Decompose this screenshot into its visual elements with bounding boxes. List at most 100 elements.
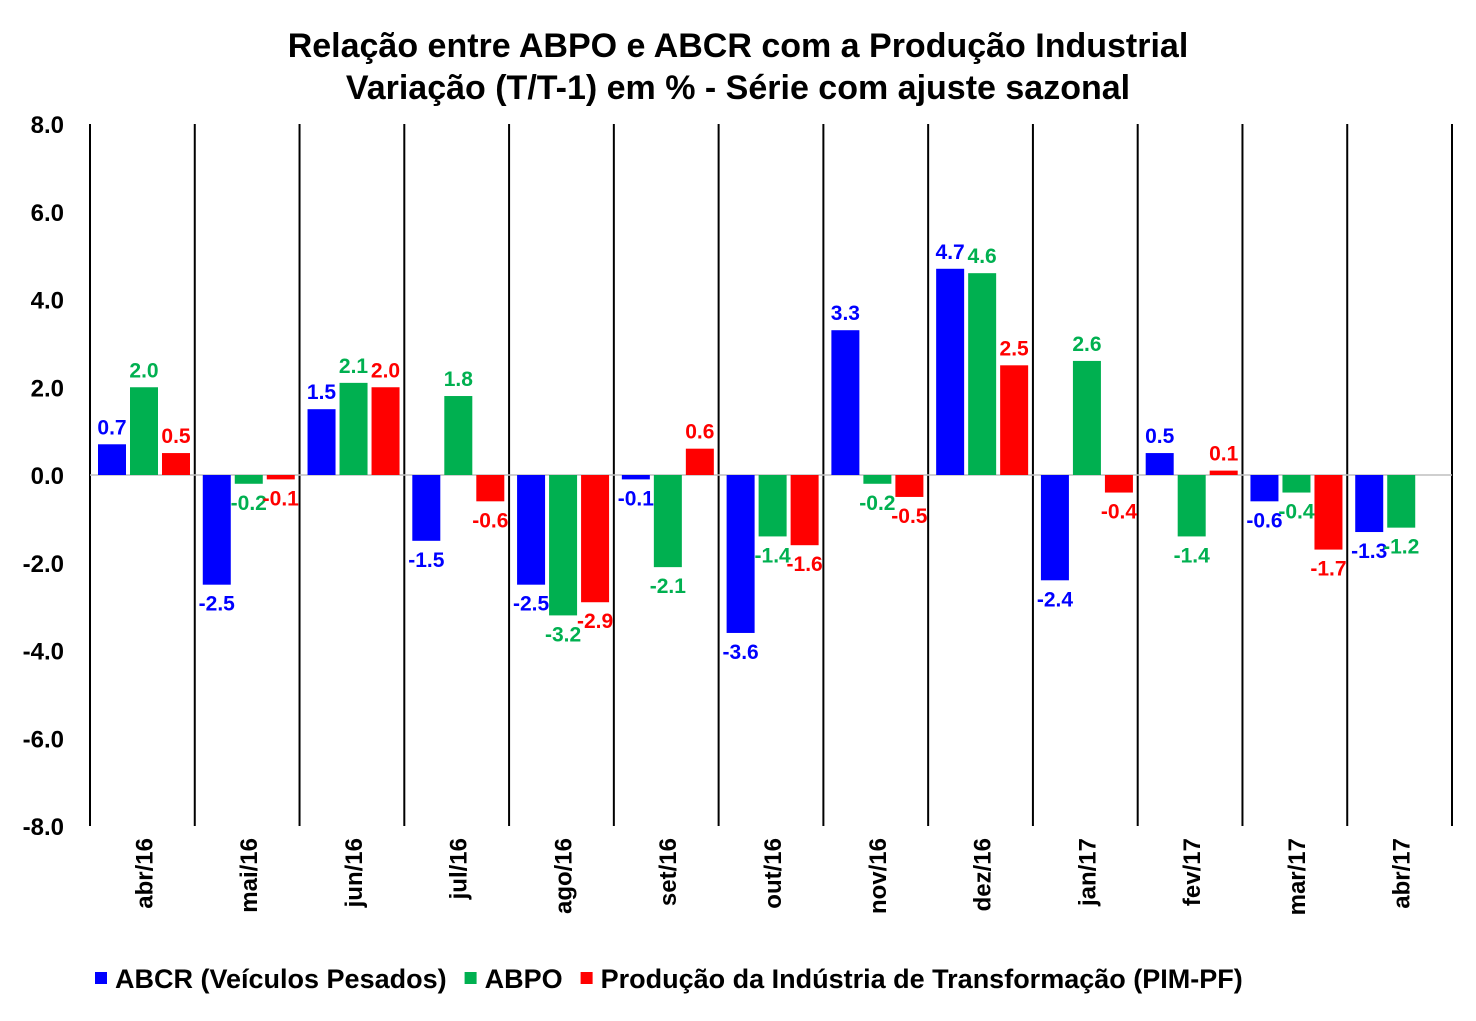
bar-3-mar/17 (1314, 475, 1343, 550)
bar-1-mai/16 (202, 475, 231, 585)
bar-2-abr/16 (130, 387, 158, 475)
data-label: -0.6 (1246, 509, 1282, 532)
legend-label: Produção da Indústria de Transformação (… (601, 964, 1243, 994)
bar-2-jan/17 (1072, 360, 1101, 475)
data-label: 1.8 (444, 368, 474, 391)
x-tick-label: out/16 (760, 838, 787, 909)
data-label: 0.5 (161, 425, 191, 448)
bar-3-jun/16 (371, 387, 400, 475)
data-label: -2.5 (513, 593, 550, 616)
bar-3-nov/16 (895, 475, 924, 497)
bar-1-dez/16 (936, 268, 965, 475)
legend-swatch (580, 972, 593, 984)
data-label: -2.4 (1037, 588, 1074, 611)
bar-1-nov/16 (831, 330, 860, 475)
y-tick-label: 8.0 (31, 112, 64, 139)
x-tick-label: jul/16 (446, 838, 473, 900)
bar-3-fev/17 (1209, 470, 1238, 475)
bar-3-ago/16 (581, 475, 610, 603)
bar-1-fev/17 (1145, 453, 1174, 475)
y-tick-label: 2.0 (31, 375, 64, 402)
data-label: 0.6 (685, 421, 714, 444)
data-label: 2.5 (1000, 337, 1030, 360)
data-label: 4.7 (936, 241, 965, 264)
y-tick-label: 4.0 (31, 288, 64, 315)
data-label: -3.2 (545, 623, 581, 646)
data-label: -1.4 (1174, 544, 1211, 567)
bar-1-jul/16 (412, 475, 441, 541)
bar-1-ago/16 (517, 475, 546, 585)
chart-subtitle: Variação (T/T-1) em % - Série com ajuste… (346, 69, 1130, 107)
x-tick-label: abr/17 (1389, 838, 1416, 909)
legend-swatch (464, 972, 477, 984)
data-label: -2.9 (577, 610, 613, 633)
chart-title: Relação entre ABPO e ABCR com a Produção… (288, 27, 1189, 65)
x-tick-label: mar/17 (1284, 838, 1311, 915)
bar-2-set/16 (653, 475, 682, 568)
y-tick-label: -2.0 (23, 551, 64, 578)
data-label: -0.4 (1278, 501, 1315, 524)
bar-3-dez/16 (1000, 365, 1029, 475)
grid-lines (89, 124, 1453, 826)
data-label: -1.4 (755, 544, 792, 567)
y-tick-label: 6.0 (31, 200, 64, 227)
data-label: -0.2 (231, 492, 267, 515)
bar-2-dez/16 (968, 273, 997, 475)
bar-2-abr/17 (1387, 475, 1416, 528)
bar-1-jun/16 (307, 409, 336, 475)
bar-2-jul/16 (444, 396, 473, 475)
data-labels: 0.7 -2.5 1.5 -1.5 -2.5 -0.1 -3.6 3.3 4.7 -2.4 0.5 -… (97, 241, 1419, 664)
bar-2-jun/16 (339, 382, 368, 475)
data-label: -2.5 (199, 593, 236, 616)
bar-1-out/16 (726, 475, 755, 633)
bar-2-out/16 (758, 475, 787, 537)
x-tick-label: nov/16 (865, 838, 892, 914)
bar-1-jan/17 (1040, 475, 1069, 581)
x-tick-label: set/16 (655, 838, 682, 906)
bars (98, 268, 1416, 633)
x-tick-label: dez/16 (970, 838, 997, 911)
data-label: 0.7 (97, 416, 126, 439)
y-tick-label: -8.0 (23, 814, 64, 841)
data-label: -0.1 (263, 487, 300, 510)
data-label: -2.1 (650, 575, 687, 598)
legend-label: ABPO (485, 964, 563, 994)
bar-2-ago/16 (549, 475, 578, 616)
data-label: 2.6 (1072, 333, 1101, 356)
data-label: -0.2 (859, 492, 895, 515)
legend: ABCR (Veículos Pesados) ABPO Produção da I… (95, 964, 1243, 994)
x-tick-label: mai/16 (236, 838, 263, 913)
data-label: 2.0 (129, 359, 158, 382)
bar-2-mai/16 (234, 475, 263, 484)
data-label: -0.5 (891, 505, 928, 528)
data-label: -1.7 (1310, 558, 1346, 581)
data-label: -1.3 (1351, 540, 1387, 563)
x-tick-label: abr/16 (131, 838, 158, 909)
bar-2-mar/17 (1282, 475, 1311, 493)
bar-2-fev/17 (1177, 475, 1206, 537)
y-axis: 8.0 6.0 4.0 2.0 0.0 -2.0 -4.0 -6.0 -8.0 (23, 112, 64, 841)
y-tick-label: -4.0 (23, 639, 64, 666)
bar-1-mar/17 (1250, 475, 1279, 502)
data-label: -0.6 (472, 509, 508, 532)
bar-1-abr/16 (98, 444, 126, 475)
x-axis: abr/16 mai/16 jun/16 jul/16 ago/16 set/16 out/… (131, 838, 1415, 915)
data-label: -1.2 (1383, 536, 1419, 559)
data-label: -1.6 (787, 553, 823, 576)
legend-label: ABCR (Veículos Pesados) (115, 964, 447, 994)
bar-2-nov/16 (863, 475, 892, 484)
data-label: 1.5 (307, 381, 337, 404)
data-label: -0.4 (1101, 501, 1138, 524)
data-label: 0.5 (1145, 425, 1175, 448)
data-label: 0.1 (1209, 443, 1239, 466)
bar-3-set/16 (685, 448, 714, 475)
data-label: 2.1 (339, 355, 369, 378)
bar-3-jul/16 (476, 475, 505, 502)
bar-3-abr/16 (162, 453, 190, 475)
data-label: 4.6 (968, 245, 997, 268)
data-label: -3.6 (723, 641, 759, 664)
x-tick-label: fev/17 (1179, 838, 1206, 906)
data-label: 2.0 (371, 359, 400, 382)
data-label: -0.1 (618, 487, 655, 510)
